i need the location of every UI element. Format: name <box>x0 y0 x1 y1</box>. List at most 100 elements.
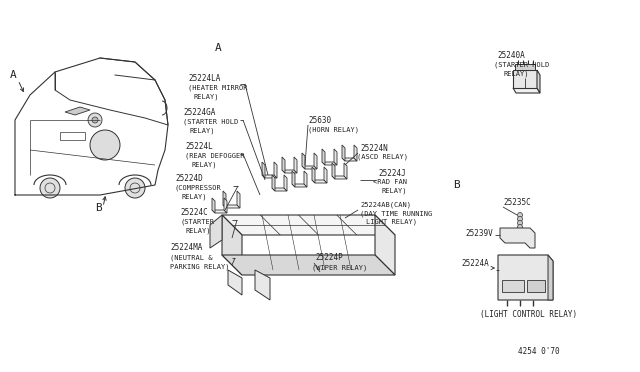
Bar <box>527 280 545 292</box>
Polygon shape <box>223 191 226 208</box>
Polygon shape <box>332 176 347 179</box>
Polygon shape <box>304 171 307 187</box>
Text: 25239V: 25239V <box>465 228 493 237</box>
Polygon shape <box>223 205 240 208</box>
Bar <box>502 280 524 292</box>
Text: 25224A: 25224A <box>461 259 489 267</box>
Text: 4254 0'70: 4254 0'70 <box>518 347 560 356</box>
Polygon shape <box>284 175 287 191</box>
Text: 25224LA: 25224LA <box>188 74 220 83</box>
Text: 25224C: 25224C <box>180 208 208 217</box>
Polygon shape <box>513 70 537 88</box>
Circle shape <box>88 113 102 127</box>
Polygon shape <box>228 270 242 295</box>
Polygon shape <box>65 107 90 115</box>
Polygon shape <box>500 228 535 248</box>
Text: (HEATER MIRROR: (HEATER MIRROR <box>188 85 248 91</box>
Text: RELAY): RELAY) <box>504 71 529 77</box>
Polygon shape <box>282 157 285 173</box>
Polygon shape <box>324 167 327 183</box>
Circle shape <box>125 178 145 198</box>
Polygon shape <box>294 157 297 173</box>
Polygon shape <box>292 184 307 187</box>
Text: RELAY): RELAY) <box>189 128 214 134</box>
Polygon shape <box>212 210 227 213</box>
Text: (ASCD RELAY): (ASCD RELAY) <box>357 154 408 160</box>
Polygon shape <box>322 149 325 165</box>
Text: PARKING RELAY): PARKING RELAY) <box>170 264 230 270</box>
Polygon shape <box>222 255 395 275</box>
Polygon shape <box>292 171 295 187</box>
Text: (DAY TIME RUNNING: (DAY TIME RUNNING <box>360 211 432 217</box>
Text: A: A <box>215 43 221 53</box>
Polygon shape <box>255 270 270 300</box>
Text: 25224J: 25224J <box>378 169 406 177</box>
Text: RELAY): RELAY) <box>382 188 408 194</box>
Polygon shape <box>222 215 395 235</box>
Text: 25224N: 25224N <box>360 144 388 153</box>
Text: LIGHT RELAY): LIGHT RELAY) <box>366 219 417 225</box>
Polygon shape <box>334 149 337 165</box>
Circle shape <box>90 130 120 160</box>
Polygon shape <box>302 166 317 169</box>
Polygon shape <box>272 175 275 191</box>
Circle shape <box>518 221 522 225</box>
Circle shape <box>92 117 98 123</box>
Circle shape <box>518 212 522 218</box>
Bar <box>60 132 85 140</box>
Text: 25224MA: 25224MA <box>170 244 202 253</box>
Polygon shape <box>237 191 240 208</box>
Polygon shape <box>262 162 265 178</box>
Text: (STARTER HOLD: (STARTER HOLD <box>494 62 549 68</box>
Text: RELAY): RELAY) <box>194 94 220 100</box>
Polygon shape <box>513 88 540 93</box>
Polygon shape <box>312 167 315 183</box>
Circle shape <box>518 217 522 221</box>
Polygon shape <box>210 215 222 248</box>
Text: 25224L: 25224L <box>185 141 212 151</box>
Text: (COMPRESSOR: (COMPRESSOR <box>175 185 221 191</box>
Text: 25224P: 25224P <box>315 253 343 263</box>
Polygon shape <box>537 70 540 93</box>
Polygon shape <box>314 153 317 169</box>
Text: (HORN RELAY): (HORN RELAY) <box>308 127 359 133</box>
Circle shape <box>518 224 522 230</box>
Polygon shape <box>342 158 357 161</box>
Text: RELAY): RELAY) <box>191 162 216 168</box>
Text: (STARTER: (STARTER <box>180 219 214 225</box>
Polygon shape <box>322 162 337 165</box>
Polygon shape <box>375 215 395 275</box>
Text: 25235C: 25235C <box>503 198 531 206</box>
Polygon shape <box>302 153 305 169</box>
Text: (WIPER RELAY): (WIPER RELAY) <box>312 265 367 271</box>
Text: RELAY): RELAY) <box>181 194 207 200</box>
Text: (NEUTRAL &: (NEUTRAL & <box>170 255 212 261</box>
Text: 25630: 25630 <box>308 115 331 125</box>
Text: 25224D: 25224D <box>175 173 203 183</box>
Text: A: A <box>10 70 17 80</box>
Text: B: B <box>95 203 102 213</box>
Polygon shape <box>515 64 535 70</box>
Polygon shape <box>212 198 215 213</box>
Polygon shape <box>222 215 242 275</box>
Circle shape <box>40 178 60 198</box>
Polygon shape <box>274 162 277 178</box>
Polygon shape <box>272 188 287 191</box>
Text: 25240A: 25240A <box>497 51 525 60</box>
Text: B: B <box>453 180 460 190</box>
Polygon shape <box>342 145 345 161</box>
Text: (STARTER HOLD: (STARTER HOLD <box>183 119 238 125</box>
Polygon shape <box>282 170 297 173</box>
Text: <RAD FAN: <RAD FAN <box>373 179 407 185</box>
Text: (REAR DEFOGGER: (REAR DEFOGGER <box>185 153 244 159</box>
Polygon shape <box>354 145 357 161</box>
Polygon shape <box>344 163 347 179</box>
Polygon shape <box>224 198 227 213</box>
Polygon shape <box>548 255 553 300</box>
Polygon shape <box>332 163 335 179</box>
Polygon shape <box>312 180 327 183</box>
Text: (LIGHT CONTROL RELAY): (LIGHT CONTROL RELAY) <box>480 311 577 320</box>
Text: RELAY): RELAY) <box>186 228 211 234</box>
Polygon shape <box>262 175 277 178</box>
Text: 25224AB(CAN): 25224AB(CAN) <box>360 202 411 208</box>
